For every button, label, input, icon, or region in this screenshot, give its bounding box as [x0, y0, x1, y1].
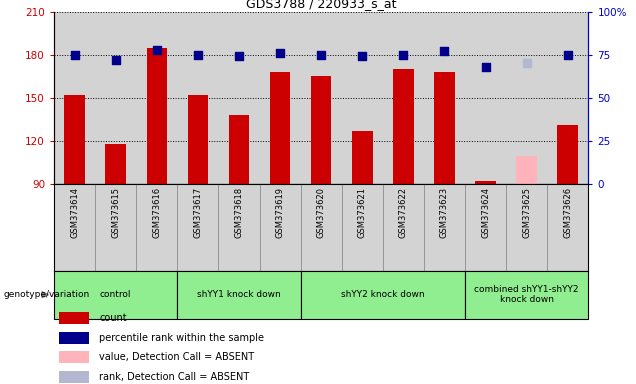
Bar [342, 12, 383, 184]
Bar [54, 184, 95, 271]
Text: GSM373625: GSM373625 [522, 187, 531, 238]
Text: rank, Detection Call = ABSENT: rank, Detection Call = ABSENT [99, 372, 250, 382]
Bar [95, 184, 136, 271]
Text: GSM373626: GSM373626 [563, 187, 572, 238]
Bar [301, 184, 342, 271]
Text: GSM373620: GSM373620 [317, 187, 326, 238]
Bar [311, 76, 331, 184]
Bar [177, 12, 218, 184]
Text: GSM373616: GSM373616 [152, 187, 162, 238]
Point [275, 50, 285, 56]
Bar [270, 72, 291, 184]
Bar [218, 12, 259, 184]
Bar [301, 12, 342, 184]
Bar [59, 351, 89, 363]
Text: GSM373624: GSM373624 [481, 187, 490, 238]
Text: genotype/variation: genotype/variation [3, 290, 90, 299]
Bar [54, 271, 177, 319]
Point [522, 60, 532, 66]
Bar [177, 184, 218, 271]
Point [563, 51, 573, 58]
Bar [229, 115, 249, 184]
Bar [558, 125, 578, 184]
Bar [506, 12, 547, 184]
Point [398, 51, 408, 58]
Bar [516, 156, 537, 184]
Point [357, 53, 368, 60]
Text: GSM373617: GSM373617 [193, 187, 202, 238]
Title: GDS3788 / 220933_s_at: GDS3788 / 220933_s_at [246, 0, 396, 10]
Bar [59, 312, 89, 324]
Text: GSM373618: GSM373618 [235, 187, 244, 238]
Text: GSM373615: GSM373615 [111, 187, 120, 238]
Text: shYY1 knock down: shYY1 knock down [197, 290, 281, 299]
Bar [465, 271, 588, 319]
Bar [259, 12, 301, 184]
Point [316, 51, 326, 58]
Bar [465, 184, 506, 271]
Text: GSM373619: GSM373619 [275, 187, 284, 238]
Bar [342, 184, 383, 271]
Bar [218, 184, 259, 271]
Text: GSM373623: GSM373623 [440, 187, 449, 238]
Bar [188, 95, 208, 184]
Point [152, 46, 162, 53]
Bar [177, 271, 301, 319]
Bar [393, 69, 413, 184]
Bar [136, 12, 177, 184]
Text: GSM373621: GSM373621 [358, 187, 367, 238]
Bar [506, 184, 547, 271]
Bar [64, 95, 85, 184]
Bar [259, 184, 301, 271]
Bar [352, 131, 373, 184]
Text: combined shYY1-shYY2
knock down: combined shYY1-shYY2 knock down [474, 285, 579, 305]
Point [234, 53, 244, 60]
Text: GSM373622: GSM373622 [399, 187, 408, 238]
Bar [475, 182, 496, 184]
Bar [54, 12, 95, 184]
Text: percentile rank within the sample: percentile rank within the sample [99, 333, 265, 343]
Point [439, 48, 450, 55]
Bar [547, 184, 588, 271]
Point [69, 51, 80, 58]
Bar [434, 72, 455, 184]
Text: shYY2 knock down: shYY2 knock down [341, 290, 425, 299]
Bar [383, 12, 424, 184]
Text: value, Detection Call = ABSENT: value, Detection Call = ABSENT [99, 352, 254, 362]
Bar [136, 184, 177, 271]
Text: GSM373614: GSM373614 [70, 187, 79, 238]
Bar [59, 332, 89, 344]
Bar [383, 184, 424, 271]
Bar [547, 12, 588, 184]
Point [480, 64, 490, 70]
Text: count: count [99, 313, 127, 323]
Bar [465, 12, 506, 184]
Bar [95, 12, 136, 184]
Bar [106, 144, 126, 184]
Bar [146, 48, 167, 184]
Text: control: control [100, 290, 132, 299]
Bar [424, 12, 465, 184]
Point [193, 51, 203, 58]
Point [111, 57, 121, 63]
Bar [301, 271, 465, 319]
Bar [59, 371, 89, 383]
Bar [424, 184, 465, 271]
